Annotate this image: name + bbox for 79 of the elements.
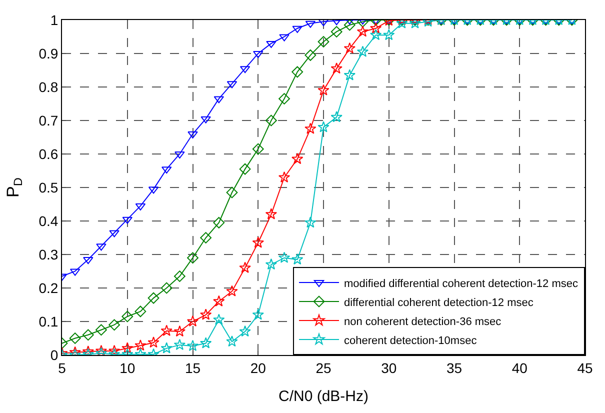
y-tick-label: 0.8 <box>38 78 58 95</box>
point <box>82 329 94 341</box>
legend-label: differential coherent detection-12 msec <box>344 296 534 309</box>
point <box>200 337 212 348</box>
x-tick-label: 5 <box>58 360 66 376</box>
y-tick-label: 0.5 <box>38 179 58 196</box>
point <box>239 262 251 273</box>
point <box>200 232 212 244</box>
point <box>292 253 304 265</box>
point <box>83 257 94 264</box>
x-axis-title: C/N0 (dB-Hz) <box>278 388 369 405</box>
point <box>122 216 132 224</box>
y-tick-label: 0.6 <box>38 146 58 162</box>
point <box>226 186 238 198</box>
point <box>186 340 199 351</box>
point <box>213 216 225 228</box>
point <box>122 342 134 354</box>
x-tick-label: 30 <box>381 360 397 376</box>
point <box>252 308 264 320</box>
point <box>200 116 211 124</box>
point <box>292 152 304 164</box>
y-tick-label: 1 <box>50 12 58 28</box>
y-tick-label: 0.4 <box>38 212 58 229</box>
point <box>134 306 146 318</box>
x-tick-label: 35 <box>446 360 462 376</box>
point <box>252 143 264 155</box>
point <box>148 336 160 348</box>
legend-label: coherent detection-10msec <box>344 334 478 347</box>
point <box>213 295 225 306</box>
point <box>108 319 120 331</box>
y-tick-label: 0.3 <box>38 246 58 262</box>
point <box>174 325 186 337</box>
point <box>239 325 251 337</box>
point <box>82 346 94 355</box>
point <box>109 230 120 238</box>
x-tick-label: 25 <box>316 360 332 376</box>
point <box>69 346 81 355</box>
point <box>188 131 198 138</box>
point <box>226 285 238 296</box>
point <box>186 315 199 327</box>
point <box>213 314 225 325</box>
point <box>279 34 290 42</box>
point <box>200 308 212 320</box>
point <box>278 171 290 182</box>
point <box>266 114 277 126</box>
point <box>265 208 278 220</box>
y-tick-label: 0.2 <box>38 280 58 296</box>
point <box>122 310 134 322</box>
point <box>160 342 172 354</box>
point <box>108 344 120 355</box>
point <box>174 270 186 282</box>
x-tick-label: 20 <box>250 360 266 376</box>
x-tick-label: 10 <box>120 360 136 376</box>
point <box>292 26 302 33</box>
point <box>304 216 316 228</box>
legend-label: non coherent detection-36 msec <box>344 316 502 328</box>
point <box>265 258 278 270</box>
point <box>174 338 186 350</box>
point <box>96 244 106 251</box>
y-tick-label: 0.9 <box>38 45 58 62</box>
point <box>239 163 251 175</box>
point <box>134 340 146 351</box>
x-tick-label: 15 <box>184 360 201 376</box>
y-tick-label: 0.7 <box>38 112 58 128</box>
point <box>252 236 264 248</box>
point <box>148 292 160 304</box>
point <box>187 252 198 264</box>
x-tick-label: 45 <box>577 360 593 376</box>
legend-label: modified differential coherent detection-12 msec <box>344 278 578 290</box>
y-tick-label: 0.1 <box>38 313 58 330</box>
point <box>69 332 81 344</box>
x-tick-label: 40 <box>512 360 528 376</box>
point <box>278 252 290 263</box>
point <box>160 282 172 294</box>
point <box>226 336 238 347</box>
point <box>266 40 276 48</box>
y-tick-label: 0 <box>50 346 58 363</box>
point <box>160 324 172 336</box>
point <box>96 324 107 336</box>
